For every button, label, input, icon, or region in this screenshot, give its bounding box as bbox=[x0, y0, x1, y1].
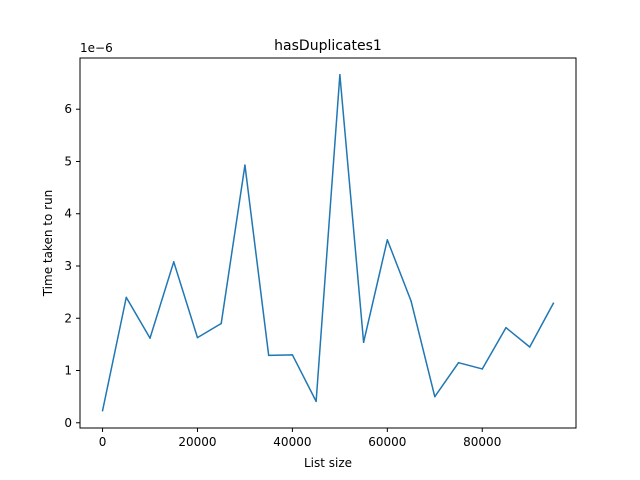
x-tick-label: 0 bbox=[99, 435, 107, 449]
series-line bbox=[101, 73, 555, 411]
data-point bbox=[410, 300, 412, 302]
y-tick-label: 6 bbox=[64, 102, 72, 116]
series-layer bbox=[101, 73, 555, 412]
x-axis: 0 20000 40000 60000 80000 bbox=[99, 428, 501, 449]
data-point bbox=[362, 341, 365, 344]
y-tick-label: 1 bbox=[64, 364, 72, 378]
x-axis-label: List size bbox=[304, 456, 352, 470]
x-tick-label: 40000 bbox=[273, 435, 311, 449]
y-tick-label: 0 bbox=[64, 416, 72, 430]
data-point bbox=[434, 395, 436, 398]
data-point bbox=[339, 73, 341, 76]
data-point bbox=[528, 346, 531, 348]
data-point bbox=[172, 261, 175, 263]
data-point bbox=[552, 302, 555, 304]
x-tick-label: 80000 bbox=[463, 435, 501, 449]
y-tick-label: 4 bbox=[64, 207, 72, 221]
plot-frame bbox=[79, 57, 577, 429]
data-point bbox=[505, 326, 507, 329]
data-point bbox=[196, 336, 199, 339]
y-axis: 0 1 2 3 4 5 6 bbox=[64, 102, 80, 430]
data-point bbox=[244, 164, 246, 166]
data-point bbox=[386, 239, 389, 241]
chart-title: hasDuplicates1 bbox=[274, 38, 382, 54]
data-point bbox=[267, 354, 270, 357]
data-point bbox=[457, 361, 460, 364]
x-tick-label: 60000 bbox=[368, 435, 406, 449]
data-point bbox=[125, 296, 128, 299]
y-offset-label: 1e−6 bbox=[80, 41, 113, 55]
y-tick-label: 3 bbox=[64, 259, 72, 273]
x-tick-label: 20000 bbox=[178, 435, 216, 449]
y-tick-label: 2 bbox=[64, 311, 72, 325]
y-axis-label: Time taken to run bbox=[41, 190, 55, 298]
data-point bbox=[149, 337, 151, 339]
data-point bbox=[220, 322, 222, 325]
data-point bbox=[315, 400, 317, 403]
data-point bbox=[291, 354, 294, 356]
data-point bbox=[101, 410, 104, 412]
data-point bbox=[481, 368, 484, 370]
y-tick-label: 5 bbox=[64, 154, 72, 168]
